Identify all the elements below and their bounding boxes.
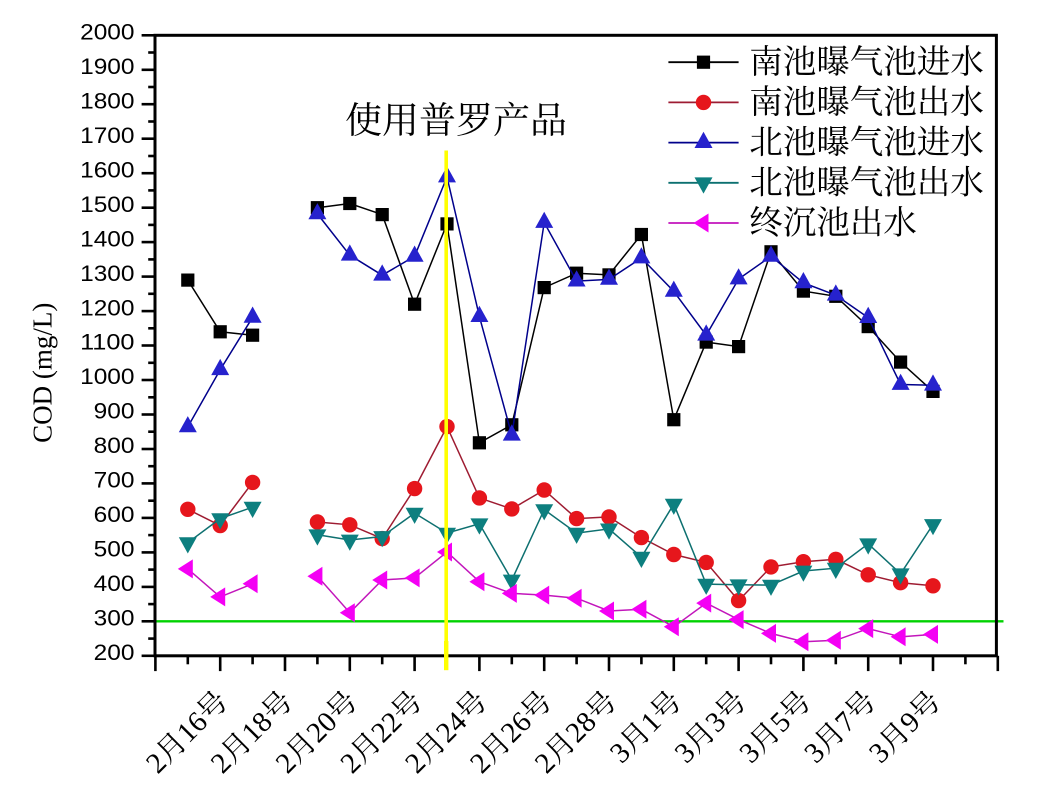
svg-text:1900: 1900 xyxy=(80,54,134,79)
svg-text:1000: 1000 xyxy=(80,364,134,389)
svg-text:1200: 1200 xyxy=(80,295,134,320)
svg-text:1500: 1500 xyxy=(80,192,134,217)
svg-text:400: 400 xyxy=(94,571,135,596)
svg-text:1800: 1800 xyxy=(80,88,134,113)
svg-text:1600: 1600 xyxy=(80,157,134,182)
svg-text:2000: 2000 xyxy=(80,20,134,45)
svg-text:1100: 1100 xyxy=(80,330,134,355)
svg-text:600: 600 xyxy=(94,502,135,527)
svg-text:COD (mg/L): COD (mg/L) xyxy=(28,303,58,443)
svg-text:300: 300 xyxy=(94,606,135,631)
svg-text:1700: 1700 xyxy=(80,123,134,148)
svg-text:800: 800 xyxy=(94,433,135,458)
svg-text:900: 900 xyxy=(94,399,135,424)
svg-text:1400: 1400 xyxy=(80,226,134,251)
svg-text:700: 700 xyxy=(94,468,135,493)
svg-text:500: 500 xyxy=(94,537,135,562)
svg-text:200: 200 xyxy=(94,640,135,665)
svg-text:1300: 1300 xyxy=(80,261,134,286)
